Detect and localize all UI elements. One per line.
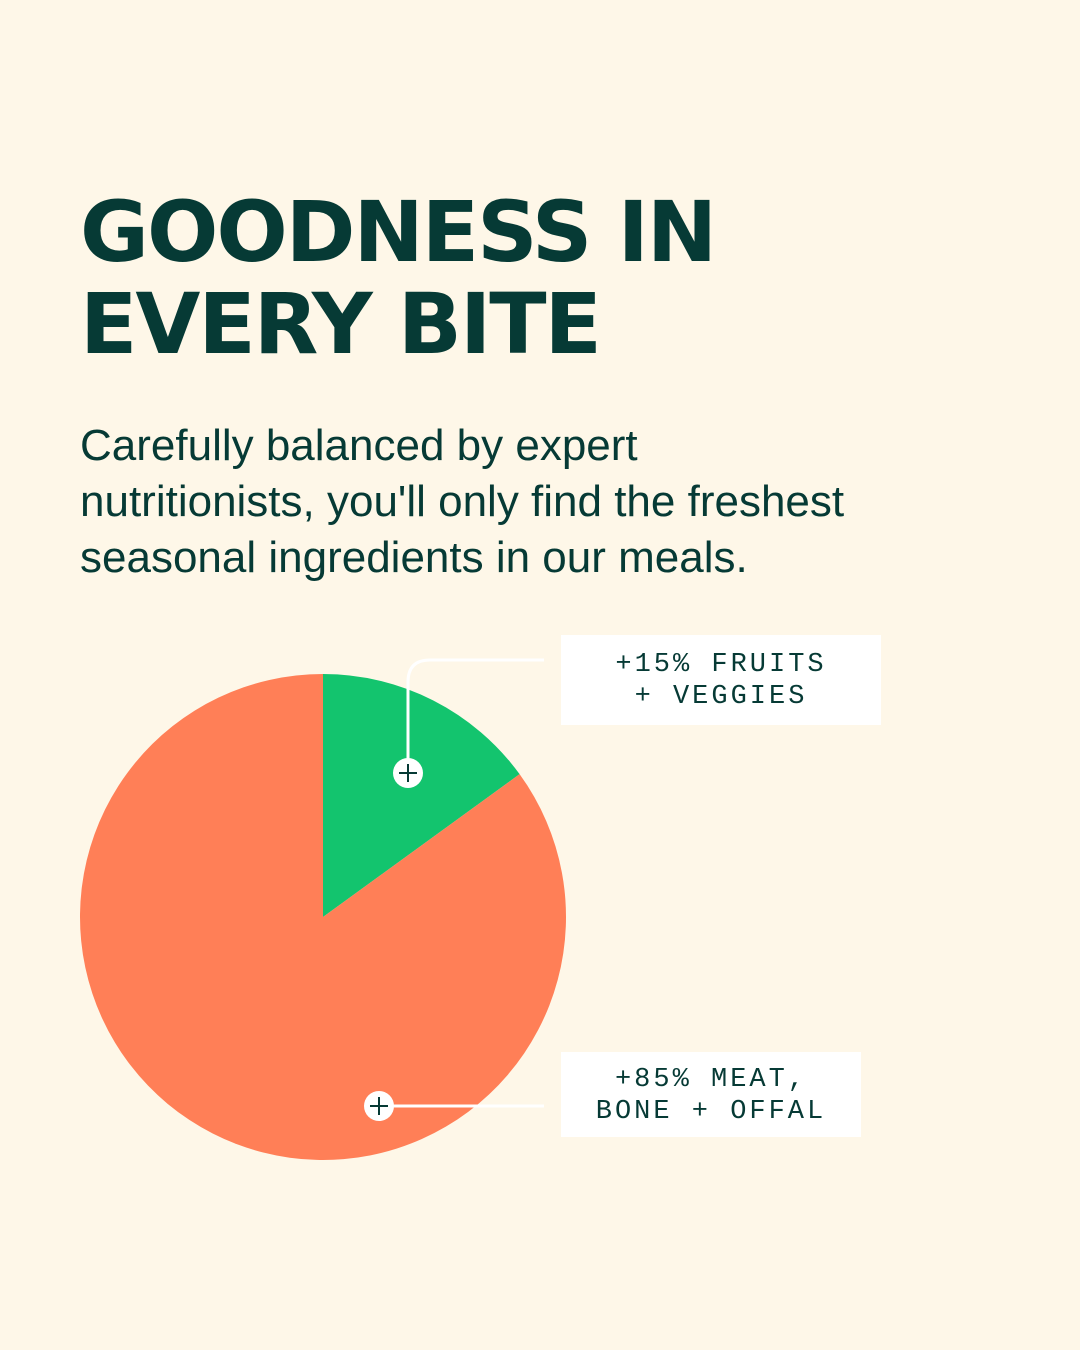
subtext-line-1: Carefully balanced by expert bbox=[80, 421, 638, 470]
meat-bone-offal-slice bbox=[79, 674, 566, 1160]
subtext: Carefully balanced by expert nutritionis… bbox=[80, 418, 1020, 586]
meat-plus-icon bbox=[364, 1091, 394, 1121]
headline-line-2: EVERY BITE bbox=[80, 275, 602, 373]
fruits-veggies-slice bbox=[323, 674, 520, 917]
fruits-plus-icon bbox=[393, 758, 423, 788]
headline-line-1: GOODNESS IN bbox=[80, 183, 717, 281]
pie-slices bbox=[79, 674, 566, 1160]
fruits-callout-line bbox=[406, 658, 544, 773]
fruits-veggies-label: +15% FRUITS + VEGGIES bbox=[561, 635, 881, 725]
fruits-label-line-1: +15% FRUITS bbox=[615, 650, 827, 680]
subtext-line-3: seasonal ingredients in our meals. bbox=[80, 533, 748, 582]
meat-label-line-1: +85% MEAT, bbox=[614, 1065, 808, 1095]
headline: GOODNESS IN EVERY BITE bbox=[80, 186, 980, 370]
meat-bone-offal-label: +85% MEAT, BONE + OFFAL bbox=[561, 1052, 861, 1137]
meat-label-line-2: BONE + OFFAL bbox=[595, 1097, 827, 1127]
subtext-line-2: nutritionists, you'll only find the fres… bbox=[80, 477, 845, 526]
fruits-label-line-2: + VEGGIES bbox=[634, 682, 808, 712]
